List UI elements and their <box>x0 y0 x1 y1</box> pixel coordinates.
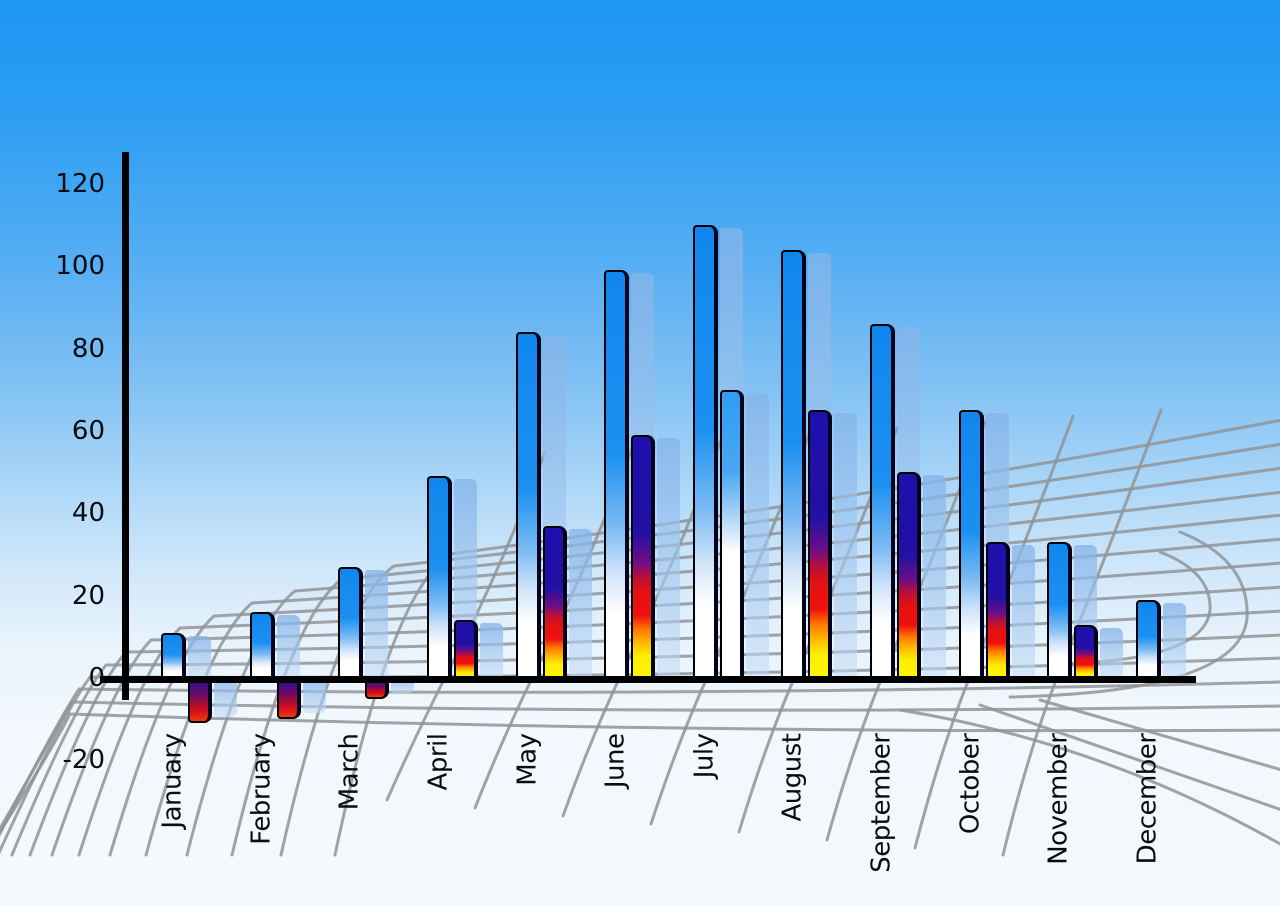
primary-bar-august <box>781 249 807 678</box>
secondary-bar-april <box>453 620 478 678</box>
primary-bar-march <box>338 566 364 678</box>
secondary-bar-march <box>365 680 390 699</box>
y-axis-line <box>122 152 129 700</box>
y-tick-label-100: 100 <box>55 251 105 282</box>
primary-bar-april <box>426 476 452 678</box>
month-label-may: May <box>512 733 542 786</box>
month-label-december: December <box>1132 733 1163 865</box>
month-label-june: June <box>600 733 631 789</box>
grid-line <box>1058 550 1212 666</box>
month-label-august: August <box>777 733 808 822</box>
x-axis-line <box>100 676 1196 683</box>
secondary-bar-august <box>808 410 833 678</box>
month-label-february: February <box>246 733 277 845</box>
primary-bar-september <box>870 323 895 678</box>
y-tick-label-120: 120 <box>55 169 105 199</box>
primary-echo-january <box>188 635 211 678</box>
secondary-bar-september <box>897 472 921 678</box>
month-label-april: April <box>423 733 454 791</box>
primary-bar-february <box>249 612 275 678</box>
grid-line <box>898 708 1280 846</box>
month-label-july: July <box>689 733 720 779</box>
secondary-echo-november <box>1100 627 1124 678</box>
secondary-echo-august <box>834 413 858 678</box>
primary-bar-january <box>161 632 186 678</box>
secondary-echo-february <box>302 678 326 714</box>
secondary-echo-april <box>479 623 503 678</box>
secondary-bar-june <box>631 435 656 678</box>
y-tick-label-20: 20 <box>71 580 105 611</box>
secondary-echo-january <box>214 678 237 718</box>
y-tick-label--20: -20 <box>62 745 105 776</box>
primary-bar-december <box>1135 599 1161 678</box>
primary-echo-february <box>276 615 300 678</box>
primary-echo-march <box>365 569 389 678</box>
month-label-september: September <box>866 733 897 873</box>
primary-bar-november <box>1047 542 1073 678</box>
primary-bar-october <box>958 410 984 678</box>
y-tick-label-60: 60 <box>71 416 105 446</box>
secondary-echo-october <box>1011 545 1035 678</box>
primary-bar-july <box>692 225 718 678</box>
secondary-bar-january <box>188 680 212 724</box>
secondary-bar-may <box>542 525 567 678</box>
y-tick-label-0: 0 <box>88 663 105 693</box>
secondary-bar-november <box>1074 624 1099 678</box>
grid-line <box>978 703 1280 811</box>
primary-bar-may <box>515 332 541 678</box>
month-label-january: January <box>157 733 188 829</box>
y-tick-label-80: 80 <box>71 333 105 364</box>
secondary-echo-july <box>745 392 769 678</box>
secondary-bar-october <box>985 542 1010 678</box>
primary-bar-june <box>604 270 630 678</box>
grid-line <box>1038 698 1280 771</box>
month-label-november: November <box>1043 733 1074 865</box>
primary-echo-december <box>1162 602 1186 678</box>
month-label-march: March <box>334 733 365 811</box>
secondary-echo-may <box>568 528 592 678</box>
month-label-october: October <box>955 733 986 835</box>
secondary-bar-february <box>276 680 301 720</box>
y-tick-label-40: 40 <box>71 498 105 529</box>
secondary-echo-september <box>923 475 946 678</box>
grid-line <box>1008 530 1249 699</box>
secondary-echo-june <box>657 438 681 678</box>
secondary-bar-july <box>719 389 744 678</box>
